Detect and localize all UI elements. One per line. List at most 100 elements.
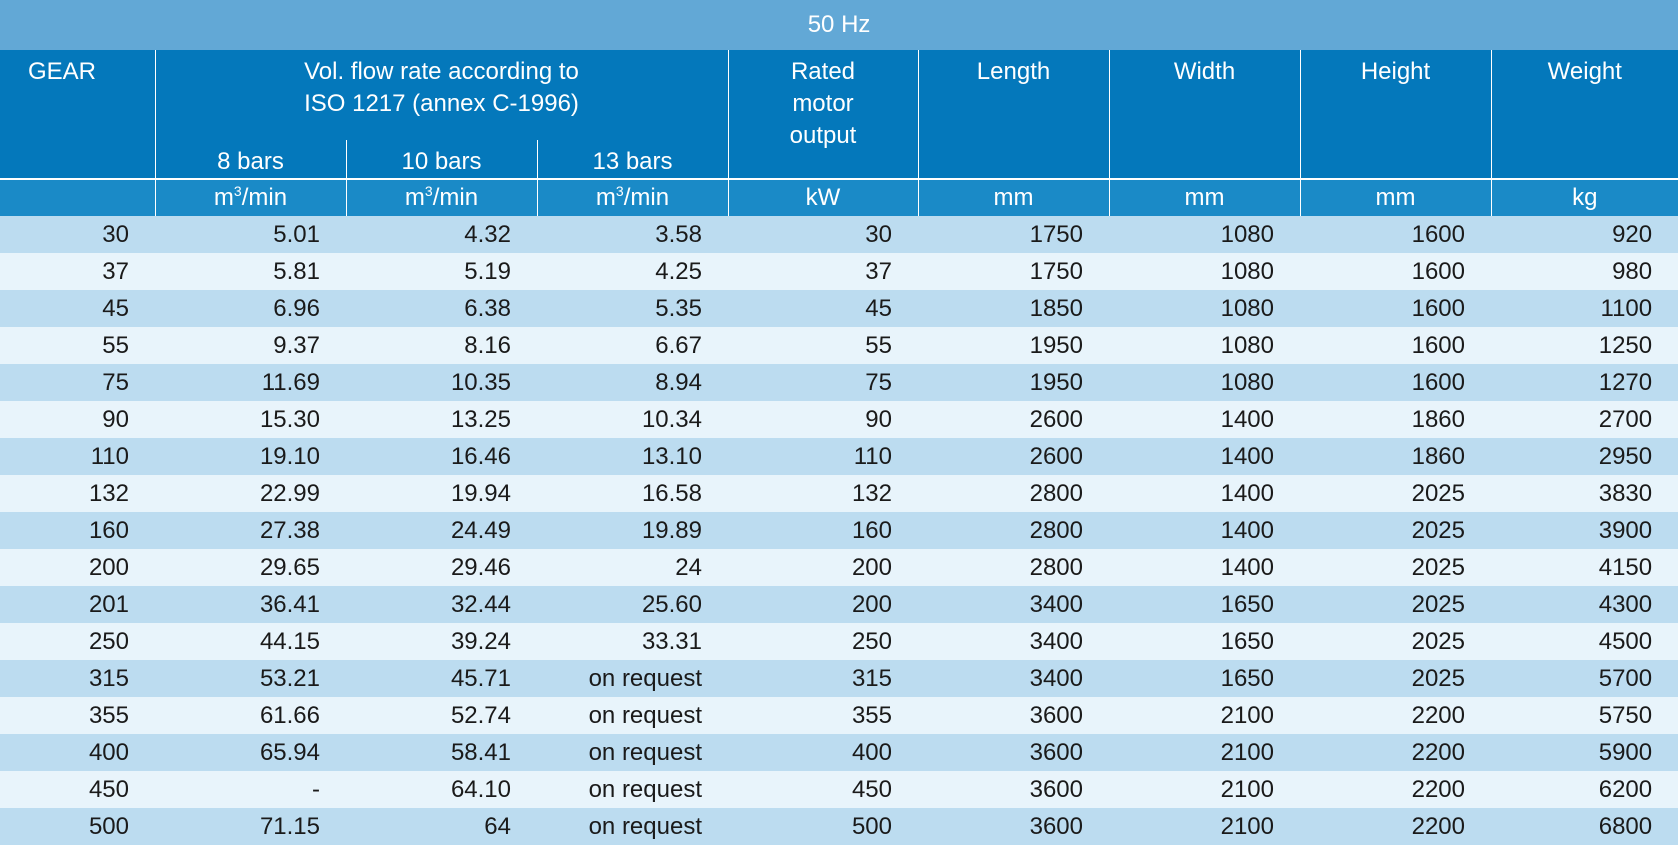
flow-8-cell: 9.37 (155, 327, 346, 364)
height-cell: 1600 (1300, 290, 1491, 327)
flow-8-cell: 6.96 (155, 290, 346, 327)
height-cell: 1600 (1300, 253, 1491, 290)
table-row: 355 61.66 52.74 on request 355 3600 2100 2200 57… (0, 697, 1678, 734)
unit-m: m (213, 184, 234, 211)
gear-cell: 75 (0, 364, 155, 401)
unit-per-min: /min (623, 184, 670, 211)
length-cell: 1750 (918, 253, 1109, 290)
flow-8-cell: 44.15 (155, 623, 346, 660)
weight-cell: 6800 (1491, 808, 1678, 845)
rated-output-cell: 355 (728, 697, 918, 734)
flow-10-cell: 64.10 (346, 771, 537, 808)
flow-13-cell: 8.94 (537, 364, 728, 401)
width-cell: 1400 (1109, 401, 1300, 438)
length-cell: 2800 (918, 512, 1109, 549)
weight-cell: 1270 (1491, 364, 1678, 401)
flow-8-cell: 11.69 (155, 364, 346, 401)
weight-cell: 5900 (1491, 734, 1678, 771)
gear-cell: 160 (0, 512, 155, 549)
flow-13-cell: 25.60 (537, 586, 728, 623)
table-row: 45 6.96 6.38 5.35 45 1850 1080 1600 1100 (0, 290, 1678, 327)
width-cell: 1080 (1109, 290, 1300, 327)
flow-13-cell: 19.89 (537, 512, 728, 549)
rated-output-cell: 500 (728, 808, 918, 845)
gear-cell: 37 (0, 253, 155, 290)
unit-rated: kW (727, 178, 918, 216)
gear-cell: 450 (0, 771, 155, 808)
length-cell: 2800 (918, 549, 1109, 586)
flow-13-cell: 13.10 (537, 438, 728, 475)
table-row: 250 44.15 39.24 33.31 250 3400 1650 2025 4500 (0, 623, 1678, 660)
rated-output-cell: 45 (728, 290, 918, 327)
weight-cell: 4300 (1491, 586, 1678, 623)
width-cell: 2100 (1109, 734, 1300, 771)
rated-output-cell: 90 (728, 401, 918, 438)
rated-output-cell: 200 (728, 586, 918, 623)
bars-10-header: 10 bars (345, 140, 537, 179)
width-cell: 1400 (1109, 549, 1300, 586)
length-cell: 3600 (918, 697, 1109, 734)
width-cell: 1650 (1109, 660, 1300, 697)
weight-cell: 1100 (1491, 290, 1678, 327)
table-row: 201 36.41 32.44 25.60 200 3400 1650 2025 4300 (0, 586, 1678, 623)
flow-13-cell: 6.67 (537, 327, 728, 364)
weight-cell: 5750 (1491, 697, 1678, 734)
flow-13-cell: 5.35 (537, 290, 728, 327)
rated-output-cell: 250 (728, 623, 918, 660)
flow-10-cell: 6.38 (346, 290, 537, 327)
flow-8-cell: - (155, 771, 346, 808)
gear-cell: 250 (0, 623, 155, 660)
gear-cell: 132 (0, 475, 155, 512)
flow-13-cell: 24 (537, 549, 728, 586)
unit-sup: 3 (233, 183, 242, 199)
height-cell: 2025 (1300, 660, 1491, 697)
flow-13-cell: 33.31 (537, 623, 728, 660)
height-cell: 2200 (1300, 771, 1491, 808)
weight-cell: 1250 (1491, 327, 1678, 364)
width-cell: 1080 (1109, 364, 1300, 401)
unit-length: mm (917, 178, 1109, 216)
flow-10-cell: 29.46 (346, 549, 537, 586)
unit-sup: 3 (424, 183, 433, 199)
length-cell: 3400 (918, 660, 1109, 697)
width-cell: 1400 (1109, 438, 1300, 475)
table-row: 110 19.10 16.46 13.10 110 2600 1400 1860 2950 (0, 438, 1678, 475)
bars-13-header: 13 bars (536, 140, 728, 179)
gear-cell: 90 (0, 401, 155, 438)
height-cell: 2200 (1300, 697, 1491, 734)
rated-header-line1: Rated (790, 58, 856, 85)
width-cell: 2100 (1109, 808, 1300, 845)
flow-8-cell: 61.66 (155, 697, 346, 734)
flow-10-cell: 19.94 (346, 475, 537, 512)
height-cell: 2025 (1300, 512, 1491, 549)
height-cell: 2025 (1300, 475, 1491, 512)
flow-8-cell: 53.21 (155, 660, 346, 697)
gear-cell: 110 (0, 438, 155, 475)
height-cell: 1860 (1300, 401, 1491, 438)
unit-height: mm (1299, 178, 1491, 216)
bars-8-header: 8 bars (154, 140, 346, 179)
rated-output-cell: 37 (728, 253, 918, 290)
length-cell: 2800 (918, 475, 1109, 512)
length-cell: 3400 (918, 586, 1109, 623)
flow-8-cell: 5.81 (155, 253, 346, 290)
flow-13-cell: on request (537, 660, 728, 697)
rated-output-cell: 315 (728, 660, 918, 697)
length-cell: 1750 (918, 216, 1109, 253)
flow-13-cell: 3.58 (537, 216, 728, 253)
gear-cell: 200 (0, 549, 155, 586)
weight-cell: 2950 (1491, 438, 1678, 475)
flow-13-cell: on request (537, 734, 728, 771)
length-cell: 3600 (918, 771, 1109, 808)
rated-output-cell: 110 (728, 438, 918, 475)
height-header: Height (1299, 50, 1491, 179)
flow-8-cell: 22.99 (155, 475, 346, 512)
flow-10-cell: 64 (346, 808, 537, 845)
height-cell: 2025 (1300, 623, 1491, 660)
flow-13-cell: 16.58 (537, 475, 728, 512)
gear-cell: 400 (0, 734, 155, 771)
length-cell: 3600 (918, 734, 1109, 771)
length-cell: 2600 (918, 401, 1109, 438)
table-row: 315 53.21 45.71 on request 315 3400 1650 2025 57… (0, 660, 1678, 697)
height-cell: 2025 (1300, 586, 1491, 623)
